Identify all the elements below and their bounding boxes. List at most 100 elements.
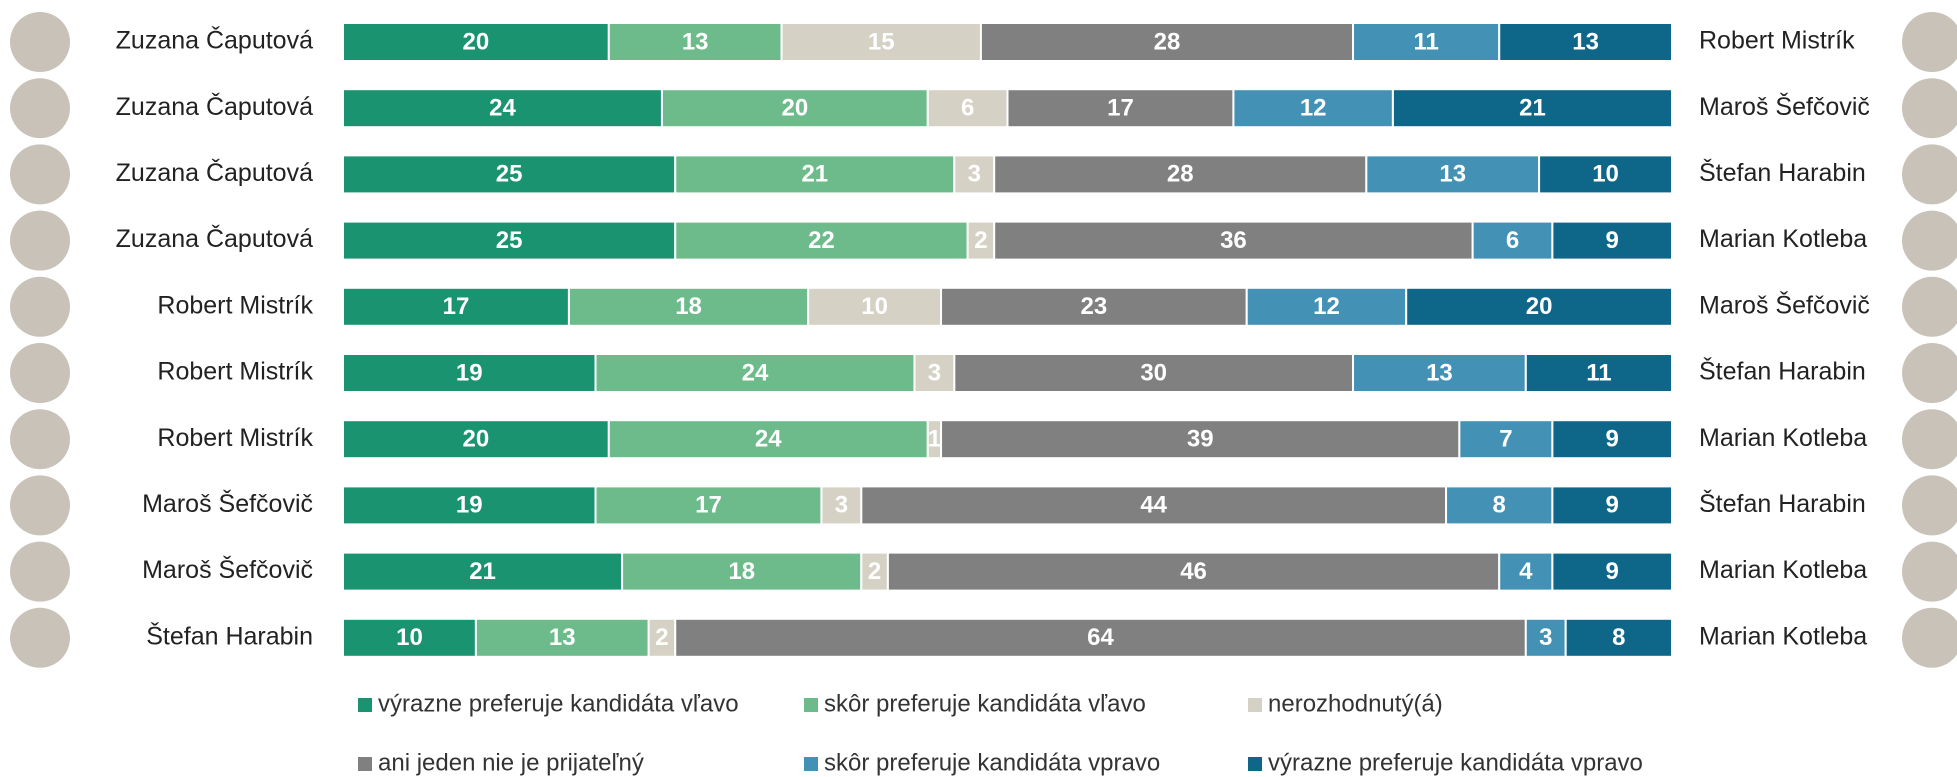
- left-label: Zuzana Čaputová: [116, 26, 313, 55]
- legend-label: nerozhodnutý(á): [1268, 690, 1443, 717]
- value-label: 18: [728, 558, 755, 585]
- legend-label: skôr preferuje kandidáta vľavo: [824, 690, 1146, 717]
- left-photo: [10, 475, 70, 535]
- value-label: 20: [463, 28, 490, 55]
- value-label: 2: [868, 558, 881, 585]
- left-photo: [10, 78, 70, 138]
- right-label: Štefan Harabin: [1699, 489, 1866, 518]
- right-label: Štefan Harabin: [1699, 357, 1866, 386]
- right-label: Robert Mistrík: [1699, 27, 1855, 55]
- left-photo: [10, 12, 70, 72]
- value-label: 13: [549, 624, 576, 651]
- legend-label: skôr preferuje kandidáta vpravo: [824, 749, 1160, 776]
- value-label: 39: [1187, 426, 1214, 453]
- legend-label: výrazne preferuje kandidáta vľavo: [378, 690, 739, 717]
- value-label: 3: [928, 359, 941, 386]
- value-label: 10: [396, 624, 423, 651]
- value-label: 25: [496, 227, 523, 254]
- value-label: 12: [1313, 293, 1340, 320]
- right-photo: [1902, 78, 1957, 138]
- value-label: 11: [1413, 28, 1438, 55]
- value-label: 13: [1426, 359, 1453, 386]
- value-label: 9: [1606, 558, 1619, 585]
- left-photo: [10, 277, 70, 337]
- left-label: Štefan Harabin: [146, 621, 313, 650]
- value-label: 8: [1612, 624, 1625, 651]
- value-label: 9: [1606, 492, 1619, 519]
- value-label: 24: [489, 95, 516, 122]
- right-photo: [1902, 277, 1957, 337]
- right-photo: [1902, 475, 1957, 535]
- value-label: 17: [695, 492, 722, 519]
- right-label: Štefan Harabin: [1699, 158, 1866, 187]
- value-label: 24: [755, 426, 782, 453]
- legend-swatch: [358, 698, 372, 712]
- value-label: 21: [801, 161, 828, 188]
- value-label: 64: [1087, 624, 1114, 651]
- left-photo: [10, 144, 70, 204]
- right-label: Maroš Šefčovič: [1699, 92, 1870, 121]
- value-label: 17: [1107, 95, 1134, 122]
- right-label: Marian Kotleba: [1699, 424, 1867, 452]
- right-photo: [1902, 144, 1957, 204]
- value-label: 2: [655, 624, 668, 651]
- right-photo: [1902, 608, 1957, 668]
- left-label: Robert Mistrík: [157, 291, 313, 319]
- left-photo: [10, 211, 70, 271]
- value-label: 12: [1300, 95, 1327, 122]
- value-label: 1: [928, 426, 941, 453]
- value-label: 15: [868, 28, 895, 55]
- right-photo: [1902, 409, 1957, 469]
- value-label: 19: [456, 359, 483, 386]
- value-label: 44: [1140, 492, 1167, 519]
- value-label: 18: [675, 293, 702, 320]
- left-label: Maroš Šefčovič: [142, 555, 313, 584]
- right-photo: [1902, 12, 1957, 72]
- left-photo: [10, 343, 70, 403]
- legend-swatch: [1248, 757, 1262, 771]
- value-label: 11: [1586, 359, 1611, 386]
- left-label: Maroš Šefčovič: [142, 489, 313, 518]
- value-label: 23: [1081, 293, 1108, 320]
- value-label: 6: [1506, 227, 1519, 254]
- legend-swatch: [804, 757, 818, 771]
- value-label: 25: [496, 161, 523, 188]
- legend-swatch: [358, 757, 372, 771]
- chart: Zuzana ČaputováRobert Mistrík20131528111…: [0, 0, 1957, 777]
- value-label: 13: [1439, 161, 1466, 188]
- right-label: Marian Kotleba: [1699, 556, 1867, 584]
- left-photo: [10, 542, 70, 602]
- value-label: 22: [808, 227, 835, 254]
- left-photo: [10, 608, 70, 668]
- left-label: Robert Mistrík: [157, 424, 313, 452]
- right-photo: [1902, 211, 1957, 271]
- value-label: 30: [1140, 359, 1167, 386]
- value-label: 13: [1572, 28, 1599, 55]
- value-label: 28: [1167, 161, 1194, 188]
- value-label: 8: [1493, 492, 1506, 519]
- value-label: 21: [1519, 95, 1546, 122]
- value-label: 10: [861, 293, 888, 320]
- value-label: 9: [1606, 227, 1619, 254]
- value-label: 20: [463, 426, 490, 453]
- value-label: 17: [443, 293, 470, 320]
- right-label: Maroš Šefčovič: [1699, 290, 1870, 319]
- legend-swatch: [804, 698, 818, 712]
- value-label: 20: [1526, 293, 1553, 320]
- left-label: Zuzana Čaputová: [116, 158, 313, 187]
- value-label: 13: [682, 28, 709, 55]
- value-label: 21: [469, 558, 496, 585]
- value-label: 3: [968, 161, 981, 188]
- value-label: 19: [456, 492, 483, 519]
- value-label: 2: [974, 227, 987, 254]
- left-photo: [10, 409, 70, 469]
- right-photo: [1902, 343, 1957, 403]
- value-label: 10: [1592, 161, 1619, 188]
- legend-swatch: [1248, 698, 1262, 712]
- value-label: 3: [835, 492, 848, 519]
- right-photo: [1902, 542, 1957, 602]
- left-label: Robert Mistrík: [157, 358, 313, 386]
- value-label: 46: [1180, 558, 1207, 585]
- value-label: 7: [1499, 426, 1512, 453]
- value-label: 20: [782, 95, 809, 122]
